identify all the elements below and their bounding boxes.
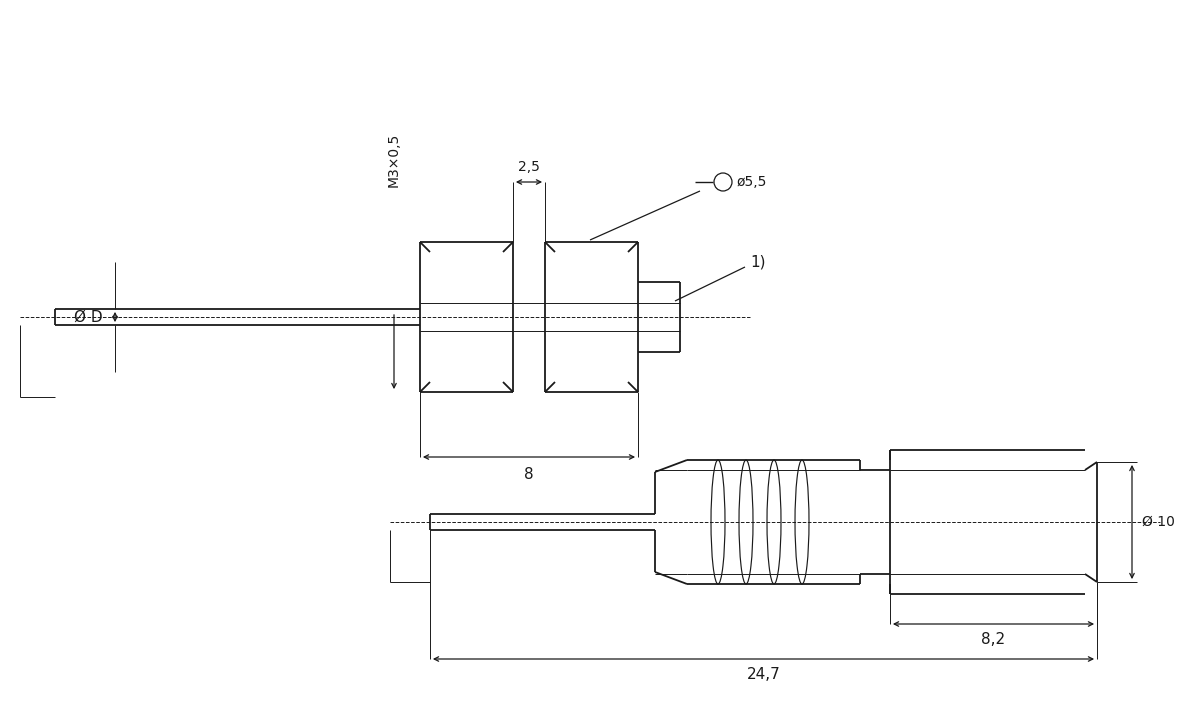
Text: 8,2: 8,2 xyxy=(982,632,1006,647)
Text: 1): 1) xyxy=(750,255,766,269)
Text: 8: 8 xyxy=(524,467,534,482)
Text: Ø 10: Ø 10 xyxy=(1142,515,1175,529)
Text: 2,5: 2,5 xyxy=(518,160,540,174)
Text: Ø D: Ø D xyxy=(74,310,103,325)
Text: M3×0,5: M3×0,5 xyxy=(386,133,401,187)
Text: 24,7: 24,7 xyxy=(746,667,780,682)
Text: ø5,5: ø5,5 xyxy=(737,175,767,189)
